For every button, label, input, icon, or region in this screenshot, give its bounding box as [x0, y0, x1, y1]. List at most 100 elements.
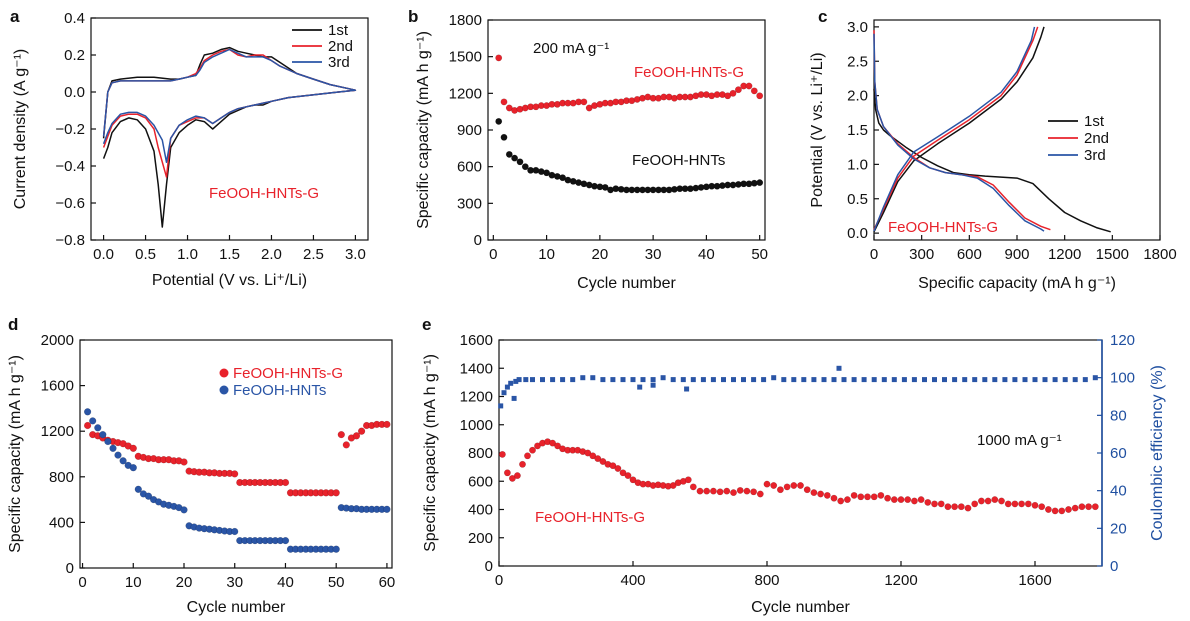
efficiency-point	[650, 377, 656, 383]
efficiency-point	[831, 377, 837, 383]
efficiency-point	[751, 377, 757, 383]
data-point	[843, 496, 851, 504]
efficiency-point	[922, 377, 927, 383]
x-tick-label: 600	[957, 246, 982, 263]
data-point	[352, 432, 361, 440]
data-point	[521, 163, 529, 171]
data-point	[511, 154, 519, 162]
y-tick-label: 1600	[41, 378, 74, 395]
data-point	[1044, 506, 1052, 513]
data-point	[495, 117, 503, 125]
panel-e: 0 400 800 1200 16000200400600800100012001400…	[422, 315, 1166, 616]
data-point	[1018, 500, 1026, 508]
data-point	[736, 486, 744, 494]
data-point	[144, 492, 153, 500]
x-tick-label: 60	[379, 574, 396, 591]
y-tick-label: −0.4	[55, 158, 85, 175]
plot-frame	[79, 339, 393, 569]
y-tick-label: 1200	[41, 423, 74, 440]
plot-frame	[873, 19, 1161, 241]
data-point	[231, 470, 239, 478]
y-tick-label: 2000	[41, 332, 74, 349]
annotation-label: 1000 mA g⁻¹	[977, 432, 1062, 449]
efficiency-point	[992, 377, 998, 383]
efficiency-point	[841, 377, 847, 383]
data-point	[1071, 504, 1079, 512]
y-tick-label: 300	[457, 195, 482, 212]
x-axis-label: Cycle number	[577, 275, 676, 292]
data-point	[684, 476, 692, 484]
charge-curve-1st	[873, 26, 1045, 233]
efficiency-point	[942, 377, 947, 383]
x-tick-label: 30	[226, 574, 243, 591]
y-tick-label: 1200	[449, 85, 482, 102]
y-tick-label: 1400	[460, 360, 493, 377]
y-tick-label: 1.0	[847, 156, 868, 173]
data-point	[516, 158, 524, 166]
series-line-3rd	[102, 48, 357, 164]
efficiency-point	[761, 377, 767, 383]
efficiency-point	[771, 375, 777, 381]
x-tick-label: 300	[909, 246, 934, 263]
data-point	[500, 98, 508, 106]
panel-c: 0 300 600 900 1200 1500 1800 0.0 0.5 1.0 1.5 2.0 2.5…	[809, 7, 1177, 292]
y-tick-label: 800	[49, 469, 74, 486]
efficiency-point	[861, 377, 867, 383]
data-point	[823, 491, 831, 499]
data-point	[790, 482, 798, 489]
x-tick-label: 2.5	[303, 246, 324, 263]
legend-label: 1st	[1084, 113, 1105, 130]
x-tick-label: 10	[125, 574, 142, 591]
panel-d: 0 10 20 30 40 50 60 0 400 800 1200 1600 2000 Cycle nu…	[7, 315, 395, 616]
discharge-curve-3rd	[873, 33, 1045, 232]
efficiency-point	[600, 377, 606, 383]
y-tick-label: 0.5	[847, 191, 868, 208]
data-point	[1078, 503, 1086, 511]
efficiency-point	[637, 384, 643, 390]
data-point	[524, 452, 531, 460]
data-point	[730, 489, 737, 497]
data-point	[703, 487, 711, 495]
x-tick-label: 40	[698, 246, 715, 263]
y-tick-label: −0.8	[55, 232, 85, 249]
annotation-label: FeOOH-HNTs-G	[209, 185, 319, 202]
efficiency-point	[1082, 377, 1088, 383]
y-tick-label: 2.0	[847, 88, 868, 105]
data-point	[629, 476, 637, 484]
panel-b: 0 10 20 30 40 50 0 300 600 900 1200 1500 1800 Cycle n…	[408, 7, 768, 292]
data-point	[897, 496, 905, 504]
efficiency-point	[560, 377, 566, 383]
legend-swatch	[219, 385, 229, 395]
data-point	[104, 437, 112, 446]
discharge-curve-1st	[873, 88, 1111, 233]
charge-curve-2nd	[873, 26, 1039, 231]
x-tick-label: 1200	[884, 572, 917, 589]
data-point	[716, 488, 724, 496]
data-point	[756, 490, 764, 498]
efficiency-point	[871, 377, 877, 383]
efficiency-point	[620, 377, 626, 383]
y-right-axis-label: Coulombic efficiency (%)	[1149, 365, 1166, 541]
legend-label: 1st	[328, 22, 349, 39]
efficiency-point	[1002, 377, 1008, 383]
y-right-tick-label: 120	[1110, 332, 1135, 349]
data-point	[281, 536, 290, 545]
efficiency-point	[1052, 377, 1058, 383]
y-tick-label: −0.2	[55, 121, 85, 138]
data-point	[745, 82, 753, 90]
data-point	[904, 496, 912, 504]
efficiency-point	[550, 377, 556, 383]
y-tick-label: 0.2	[64, 47, 85, 64]
y-tick-label: 0.0	[64, 84, 85, 101]
data-point	[1065, 506, 1072, 513]
y-tick-label: 1.5	[847, 122, 868, 139]
data-point	[1058, 507, 1066, 515]
data-point	[1004, 500, 1012, 508]
data-point	[750, 488, 758, 496]
y-axis-label: Specific capacity (mA h g⁻¹)	[415, 31, 432, 229]
y-right-tick-label: 60	[1110, 445, 1127, 462]
panel-letter: d	[8, 315, 18, 334]
x-tick-label: 3.0	[345, 246, 366, 263]
y-tick-label: 0	[485, 558, 493, 575]
data-point	[519, 460, 526, 468]
